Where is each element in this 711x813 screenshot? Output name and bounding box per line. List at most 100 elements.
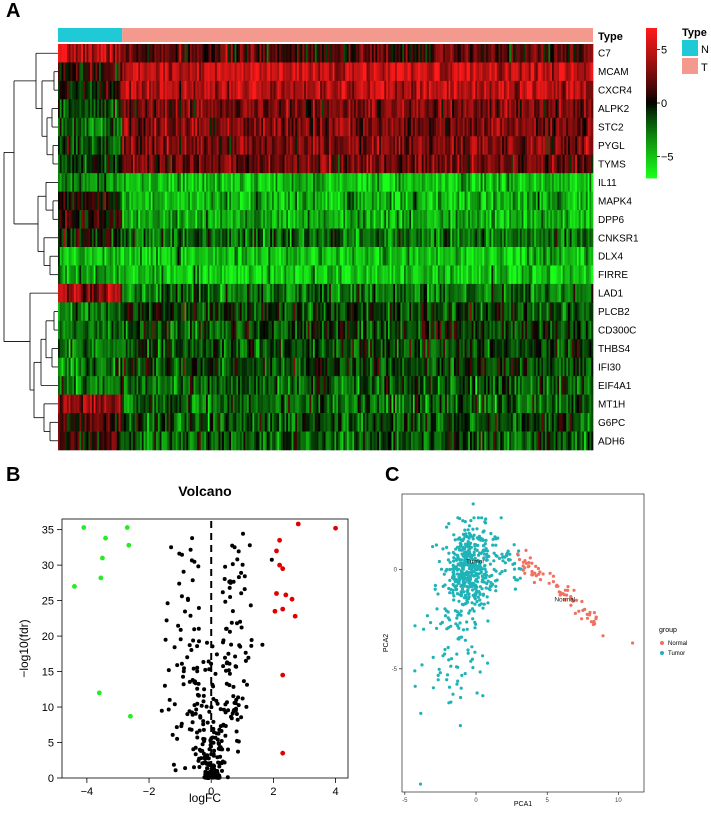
- heatmap-cell: [468, 265, 471, 285]
- heatmap-cell: [393, 302, 396, 322]
- heatmap-cell: [350, 99, 353, 119]
- heatmap-cell: [366, 320, 369, 340]
- heatmap-cell: [298, 320, 301, 340]
- heatmap-cell: [165, 136, 168, 156]
- heatmap-cell: [79, 44, 82, 63]
- heatmap-cell: [79, 320, 82, 340]
- heatmap-cell: [566, 154, 569, 174]
- heatmap-cell: [327, 117, 330, 137]
- heatmap-cell: [134, 62, 137, 82]
- heatmap-cell: [468, 228, 471, 248]
- heatmap-cell: [177, 62, 180, 82]
- heatmap-cell: [95, 191, 98, 211]
- heatmap-cell: [459, 62, 462, 82]
- heatmap-cell: [436, 265, 439, 285]
- heatmap-cell: [323, 302, 326, 322]
- heatmap-cell: [159, 302, 162, 322]
- heatmap-cell: [528, 210, 531, 229]
- heatmap-cell: [550, 80, 553, 100]
- heatmap-cell: [247, 99, 250, 119]
- heatmap-cell: [486, 302, 489, 322]
- heatmap-cell: [482, 44, 485, 63]
- heatmap-cell: [446, 136, 449, 156]
- heatmap-cell: [302, 62, 305, 82]
- heatmap-cell: [193, 44, 196, 63]
- heatmap-cell: [104, 99, 107, 119]
- heatmap-cell: [436, 154, 439, 174]
- heatmap-cell: [272, 320, 275, 340]
- heatmap-cell: [432, 44, 435, 63]
- heatmap-cell: [580, 99, 583, 119]
- heatmap-cell: [566, 283, 569, 303]
- heatmap-cell: [293, 136, 296, 156]
- heatmap-cell: [396, 62, 399, 82]
- heatmap-cell: [555, 302, 558, 322]
- heatmap-cell: [325, 320, 328, 340]
- heatmap-cell: [113, 62, 116, 82]
- heatmap-cell: [182, 210, 185, 229]
- heatmap-cell: [238, 44, 241, 63]
- heatmap-cell: [115, 154, 118, 174]
- heatmap-cell: [284, 339, 287, 359]
- heatmap-cell: [300, 117, 303, 137]
- heatmap-cell: [307, 210, 310, 229]
- heatmap-cell: [484, 302, 487, 322]
- heatmap-cell: [477, 154, 480, 174]
- heatmap-cell: [580, 173, 583, 192]
- heatmap-cell: [382, 320, 385, 340]
- heatmap-cell: [464, 117, 467, 137]
- heatmap-cell: [516, 283, 519, 303]
- heatmap-cell: [359, 302, 362, 322]
- heatmap-cell: [90, 136, 93, 156]
- heatmap-cell: [439, 265, 442, 285]
- heatmap-cell: [74, 62, 77, 82]
- heatmap-cell: [379, 247, 382, 266]
- heatmap-cell: [407, 228, 410, 248]
- heatmap-cell: [368, 339, 371, 359]
- heatmap-cell: [107, 228, 111, 248]
- heatmap-cell: [70, 210, 73, 229]
- heatmap-cell: [560, 99, 564, 119]
- heatmap-cell: [361, 80, 364, 100]
- heatmap-cell: [261, 210, 264, 229]
- heatmap-cell: [236, 173, 239, 192]
- heatmap-cell: [323, 283, 326, 303]
- heatmap-cell: [487, 99, 490, 119]
- heatmap-cell: [571, 173, 574, 192]
- heatmap-cell: [63, 80, 66, 100]
- heatmap-cell: [482, 117, 485, 137]
- heatmap-cell: [156, 283, 159, 303]
- heatmap-cell: [134, 228, 137, 248]
- heatmap-cell: [207, 99, 210, 119]
- heatmap-cell: [357, 173, 360, 192]
- heatmap-cell: [336, 117, 339, 137]
- heatmap-cell: [202, 228, 205, 248]
- heatmap-cell: [138, 62, 141, 82]
- heatmap-cell: [218, 80, 221, 100]
- heatmap-cell: [74, 136, 77, 156]
- heatmap-cell: [334, 191, 337, 211]
- heatmap-cell: [125, 173, 128, 192]
- heatmap-cell: [589, 265, 592, 285]
- heatmap-cell: [539, 283, 542, 303]
- heatmap-cell: [254, 154, 257, 174]
- heatmap-cell: [455, 191, 458, 211]
- heatmap-cell: [307, 44, 310, 63]
- heatmap-cell: [469, 99, 473, 119]
- heatmap-cell: [243, 136, 246, 156]
- heatmap-cell: [268, 173, 271, 192]
- heatmap-cell: [411, 136, 414, 156]
- heatmap-cell: [391, 80, 394, 100]
- heatmap-cell: [248, 99, 251, 119]
- heatmap-cell: [459, 191, 462, 211]
- heatmap-cell: [469, 320, 473, 340]
- heatmap-cell: [523, 283, 526, 303]
- heatmap-cell: [220, 44, 223, 63]
- heatmap-cell: [573, 283, 576, 303]
- heatmap-cell: [197, 210, 200, 229]
- heatmap-cell: [428, 210, 432, 229]
- heatmap-cell: [138, 302, 141, 322]
- heatmap-cell: [93, 191, 96, 211]
- heatmap-cell: [193, 173, 196, 192]
- heatmap-cell: [232, 283, 235, 303]
